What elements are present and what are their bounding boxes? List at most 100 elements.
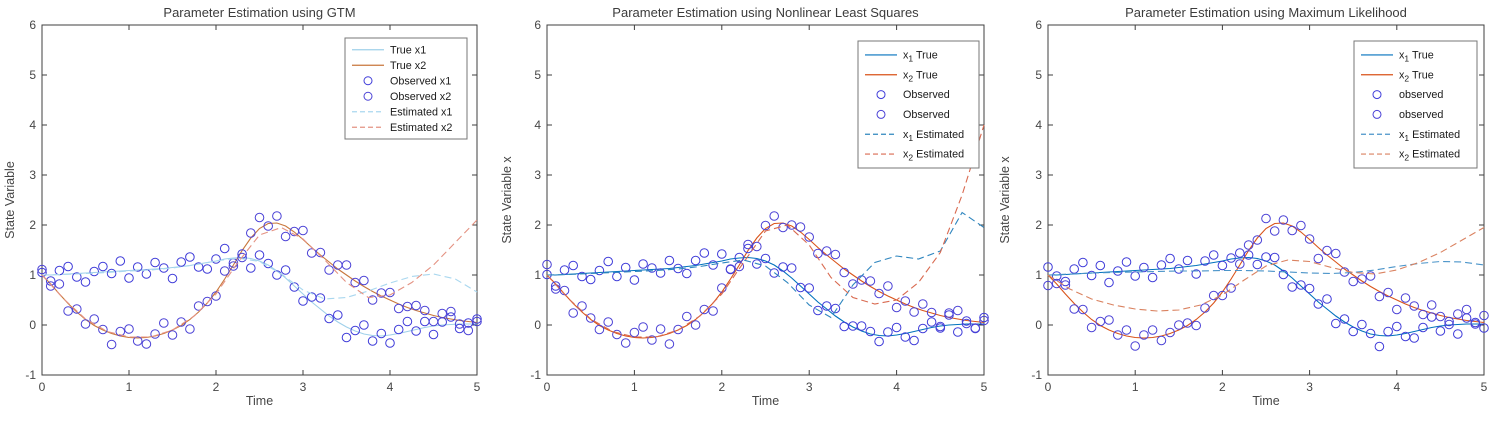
data-point <box>446 306 456 317</box>
data-point <box>202 264 213 274</box>
series-observed <box>542 211 989 349</box>
data-point <box>211 254 221 264</box>
data-point <box>743 239 753 250</box>
data-point <box>159 318 169 328</box>
data-point <box>620 338 631 348</box>
data-point <box>708 260 718 270</box>
legend-label: Estimated x2 <box>390 122 452 134</box>
data-point <box>228 261 239 271</box>
data-point <box>804 283 815 293</box>
data-point <box>272 270 282 280</box>
legend-label: True x1 <box>390 44 426 56</box>
data-point <box>72 304 82 314</box>
data-point <box>1113 266 1123 276</box>
legend-entry: x2 True <box>865 69 938 83</box>
data-point <box>1130 341 1140 351</box>
data-point <box>1444 316 1454 327</box>
data-point <box>1357 319 1367 330</box>
y-tick-label: 2 <box>534 218 541 232</box>
data-point <box>1043 280 1053 291</box>
data-point <box>647 263 657 273</box>
legend-entry: x2 Estimated <box>1361 149 1460 163</box>
series-x-1-estimated <box>546 211 985 319</box>
data-point <box>1409 333 1419 343</box>
data-point <box>1235 259 1245 269</box>
data-point <box>185 324 195 334</box>
data-point <box>577 271 587 282</box>
data-point <box>655 268 666 278</box>
data-point <box>367 295 378 305</box>
data-point <box>1235 248 1245 258</box>
data-point <box>664 255 675 266</box>
data-point <box>1269 226 1280 236</box>
legend-entry: x1 Estimated <box>1361 129 1460 143</box>
data-point <box>1078 257 1088 268</box>
data-point <box>1418 309 1428 320</box>
data-point <box>1322 294 1332 304</box>
x-tick-label: 5 <box>474 380 481 394</box>
series-x-1-estimated <box>1047 260 1485 276</box>
data-point <box>315 293 326 303</box>
data-point <box>1243 240 1254 250</box>
x-tick-label: 1 <box>1132 380 1139 394</box>
data-point <box>437 308 448 319</box>
data-point <box>1104 277 1114 288</box>
legend-entry: x1 Estimated <box>865 129 964 143</box>
x-tick-label: 5 <box>981 380 988 394</box>
legend-label: observed <box>1399 109 1443 121</box>
data-point <box>935 321 946 332</box>
y-tick-label: -1 <box>25 368 36 382</box>
data-point <box>1331 318 1341 329</box>
x-tick-label: 5 <box>1481 380 1488 394</box>
data-point <box>655 324 666 334</box>
data-point <box>124 273 134 283</box>
series-x-2-estimated <box>1047 227 1485 312</box>
data-point <box>63 306 73 316</box>
y-tick-label: 0 <box>1035 318 1042 332</box>
data-point <box>970 323 981 333</box>
data-point <box>1261 213 1271 224</box>
data-point <box>289 282 300 292</box>
data-point <box>1296 220 1306 231</box>
data-point <box>1147 272 1158 283</box>
y-tick-label: 1 <box>29 268 36 282</box>
data-point <box>141 339 152 349</box>
data-point <box>1348 276 1358 287</box>
x-tick-label: 1 <box>631 380 638 394</box>
data-point <box>1278 269 1289 280</box>
legend-entry: Observed x1 <box>363 75 451 87</box>
data-point <box>1086 270 1097 281</box>
data-point <box>830 303 841 314</box>
data-point <box>795 282 806 293</box>
data-point <box>717 249 727 259</box>
data-point <box>638 259 648 269</box>
data-point <box>1252 259 1263 270</box>
data-point <box>263 221 274 231</box>
data-point <box>350 325 361 336</box>
series-estimated-x1 <box>41 257 478 300</box>
data-point <box>883 281 893 291</box>
legend-label: x2 True <box>903 69 938 83</box>
data-point <box>45 281 56 291</box>
plot2-ylabel: State Variable x <box>500 156 514 244</box>
data-point <box>926 317 937 327</box>
data-point <box>1435 311 1446 322</box>
data-point <box>1200 303 1210 313</box>
data-point <box>1287 225 1297 236</box>
data-point <box>594 324 605 335</box>
data-point <box>1304 234 1315 244</box>
x-tick-label: 4 <box>893 380 900 394</box>
legend-entry: True x1 <box>352 44 426 56</box>
data-point <box>150 257 160 268</box>
x-tick-label: 2 <box>213 380 220 394</box>
data-point <box>1113 330 1123 340</box>
data-point <box>1095 316 1106 327</box>
data-point <box>1200 256 1210 266</box>
data-point <box>918 299 928 309</box>
data-point <box>333 310 343 320</box>
plot3-title: Parameter Estimation using Maximum Likel… <box>1125 5 1407 20</box>
data-point <box>891 302 902 313</box>
data-point <box>979 312 989 323</box>
data-point <box>1121 257 1132 267</box>
